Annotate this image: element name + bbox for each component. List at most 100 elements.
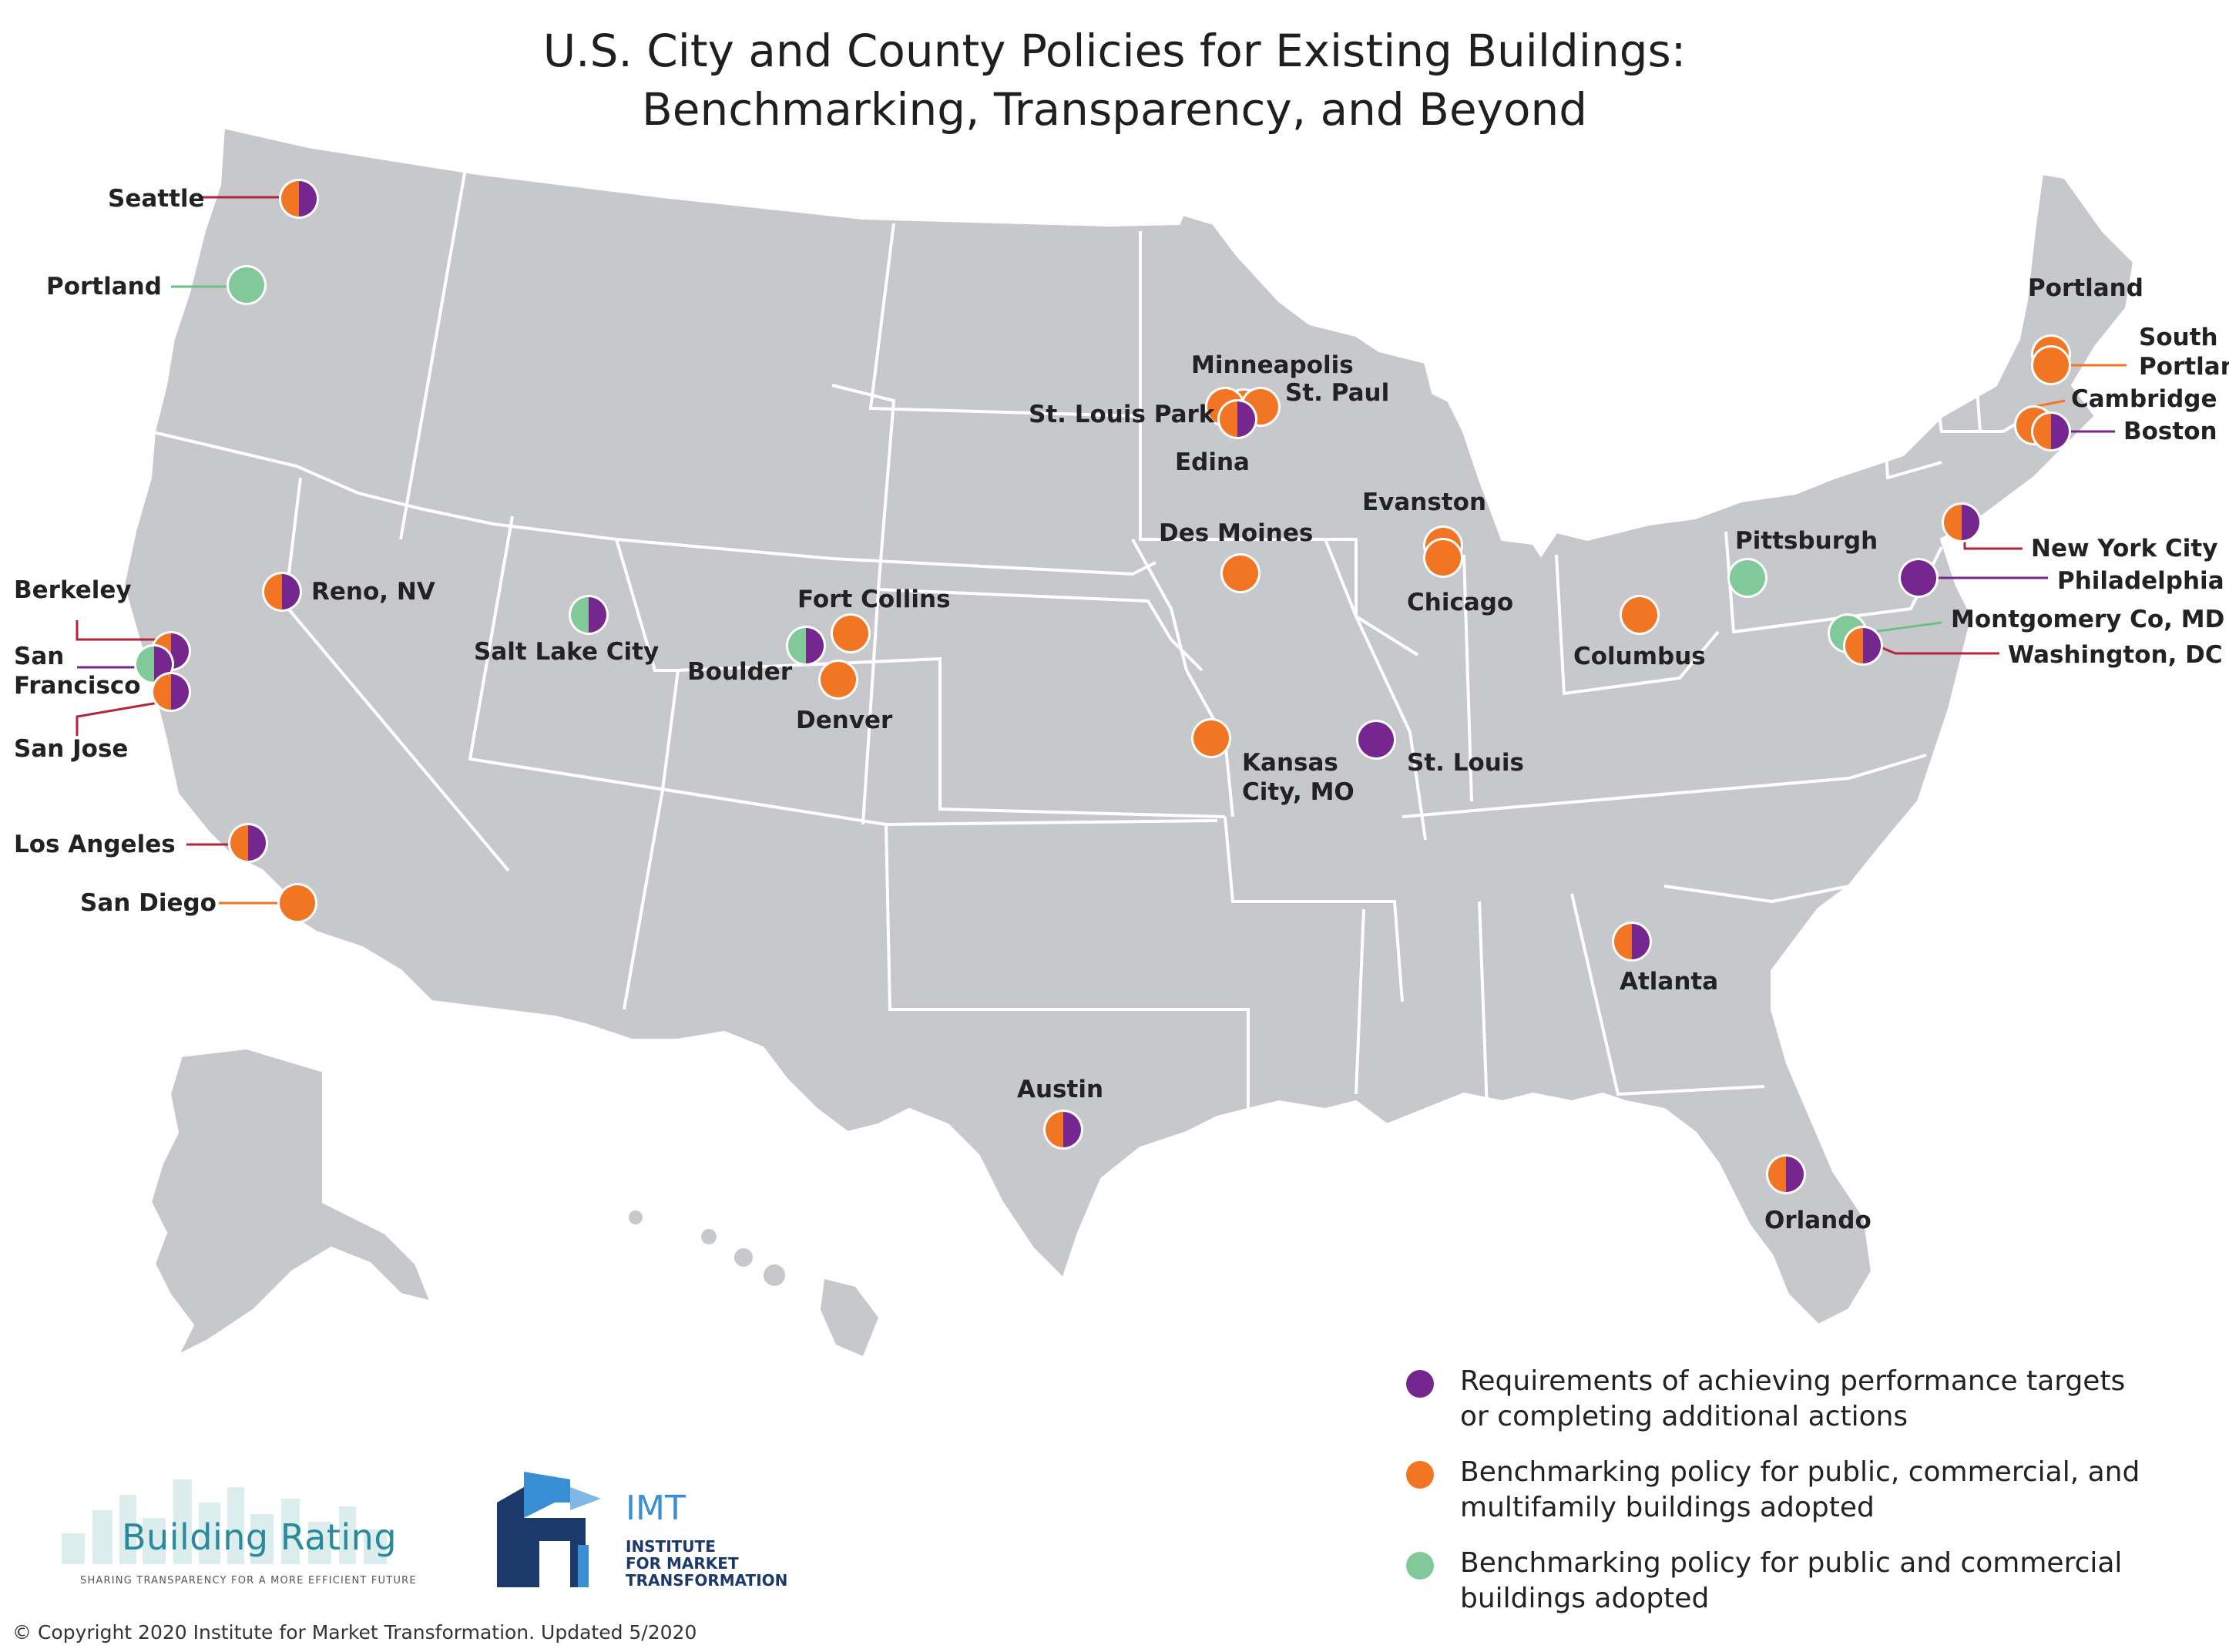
city-marker[interactable] — [279, 179, 319, 219]
state-border — [1878, 338, 1942, 480]
city-marker[interactable] — [2031, 345, 2071, 385]
city-label: Denver — [796, 707, 893, 734]
city-marker[interactable] — [228, 823, 268, 863]
city-label: SouthPortland — [2139, 324, 2229, 381]
legend-dot-purple — [1406, 1370, 1434, 1398]
marker-half-orange — [281, 181, 299, 217]
city-marker[interactable] — [1898, 558, 1939, 598]
hawaii-island — [734, 1248, 753, 1267]
city-marker[interactable] — [1843, 626, 1883, 666]
hawaii-shape — [821, 1279, 878, 1356]
legend-line: Benchmarking policy for public and comme… — [1460, 1547, 2123, 1579]
city-marker[interactable] — [786, 626, 826, 666]
city-marker[interactable] — [1766, 1154, 1806, 1194]
city-label: Seattle — [108, 185, 205, 213]
state-border — [468, 515, 1218, 827]
marker-half-purple — [1237, 401, 1255, 437]
marker-fill-orange — [833, 616, 868, 651]
leader-line — [76, 620, 158, 641]
city-marker[interactable] — [1043, 1110, 1083, 1150]
marker-half-orange — [1768, 1157, 1786, 1192]
imt-line: FOR MARKET — [626, 1554, 739, 1573]
imt-line: INSTITUTE — [626, 1537, 716, 1556]
city-label: Atlanta — [1620, 968, 1718, 996]
marker-half-purple — [171, 674, 189, 710]
city-marker[interactable] — [227, 265, 267, 305]
marker-half-orange — [1046, 1112, 1063, 1147]
marker-half-orange — [1220, 401, 1237, 437]
marker-half-green — [571, 597, 589, 633]
marker-fill-orange — [280, 885, 315, 921]
legend-text: Benchmarking policy for public, commerci… — [1460, 1455, 2140, 1526]
land-shapes — [121, 125, 2137, 1360]
legend-line: Requirements of achieving performance ta… — [1460, 1365, 2126, 1397]
state-border — [831, 384, 896, 825]
contiguous-us-shape — [121, 125, 2137, 1328]
marker-fill-orange — [1622, 597, 1657, 633]
marker-half-purple — [1962, 505, 1979, 540]
marker-half-purple — [1063, 1112, 1081, 1147]
hawaii-island — [764, 1264, 785, 1286]
marker-half-purple — [282, 574, 300, 609]
city-label: Boston — [2123, 418, 2217, 445]
city-marker[interactable] — [1942, 502, 1982, 542]
marker-fill-orange — [2033, 348, 2069, 383]
city-label: Washington, DC — [2008, 641, 2223, 669]
state-border — [1131, 539, 1234, 818]
leader-line — [1963, 538, 2023, 550]
copyright-notice: © Copyright 2020 Institute for Market Tr… — [12, 1621, 697, 1644]
marker-fill-purple — [1901, 560, 1936, 596]
building-rating-logo: Building Rating SHARING TRANSPARENCY FOR… — [31, 1464, 462, 1587]
city-marker[interactable] — [1356, 720, 1396, 760]
city-marker[interactable] — [1423, 538, 1463, 578]
city-marker[interactable] — [277, 883, 317, 923]
city-label: Columbus — [1573, 643, 1706, 670]
imt-mark — [497, 1472, 601, 1587]
city-marker[interactable] — [1217, 399, 1257, 439]
state-borders — [149, 142, 2043, 1110]
city-label: St. Louis Park — [1029, 401, 1216, 428]
state-border — [1462, 554, 1473, 802]
marker-half-orange — [2033, 414, 2051, 449]
marker-half-purple — [589, 597, 606, 633]
city-label: Philadelphia — [2057, 567, 2224, 595]
imt-full-name: INSTITUTE FOR MARKET TRANSFORMATION — [626, 1538, 787, 1589]
legend-item-full-benchmarking: Benchmarking policy for public, commerci… — [1406, 1455, 2207, 1546]
city-marker[interactable] — [1612, 922, 1652, 962]
legend-text: Requirements of achieving performance ta… — [1460, 1364, 2125, 1435]
city-label: Boulder — [687, 658, 793, 686]
city-marker[interactable] — [1220, 553, 1261, 593]
city-marker[interactable] — [2031, 411, 2071, 452]
marker-half-purple — [171, 633, 189, 669]
state-border — [149, 430, 1156, 576]
city-marker[interactable] — [831, 613, 871, 653]
legend-dot-green — [1406, 1552, 1434, 1580]
marker-half-orange — [1944, 505, 1962, 540]
state-border — [1224, 816, 1404, 1002]
city-marker[interactable] — [262, 572, 302, 612]
city-label: Berkeley — [14, 576, 132, 604]
city-marker[interactable] — [818, 660, 858, 700]
city-marker[interactable] — [151, 672, 191, 712]
city-marker[interactable] — [1191, 718, 1231, 758]
marker-half-purple — [1632, 924, 1650, 959]
city-label: Edina — [1175, 448, 1250, 476]
city-marker[interactable] — [569, 595, 609, 635]
city-marker[interactable] — [1727, 558, 1767, 598]
imt-logo: IMT INSTITUTE FOR MARKET TRANSFORMATION — [493, 1472, 817, 1603]
city-marker[interactable] — [1620, 595, 1660, 635]
marker-half-purple — [806, 628, 824, 663]
title-line-2: Benchmarking, Transparency, and Beyond — [641, 83, 1588, 136]
marker-fill-orange — [1193, 720, 1229, 756]
state-border — [1139, 416, 1419, 656]
city-label: Pittsburgh — [1735, 527, 1878, 555]
skyline-graphic — [62, 1479, 387, 1564]
legend-line: multifamily buildings adopted — [1460, 1492, 1875, 1523]
state-border — [1555, 554, 1720, 696]
title-line-1: U.S. City and County Policies for Existi… — [542, 25, 1687, 77]
city-label: San Diego — [80, 889, 217, 917]
hawaii-island — [629, 1210, 643, 1224]
legend-item-requirements: Requirements of achieving performance ta… — [1406, 1364, 2207, 1455]
marker-half-orange — [264, 574, 282, 609]
state-border — [1663, 885, 1850, 904]
